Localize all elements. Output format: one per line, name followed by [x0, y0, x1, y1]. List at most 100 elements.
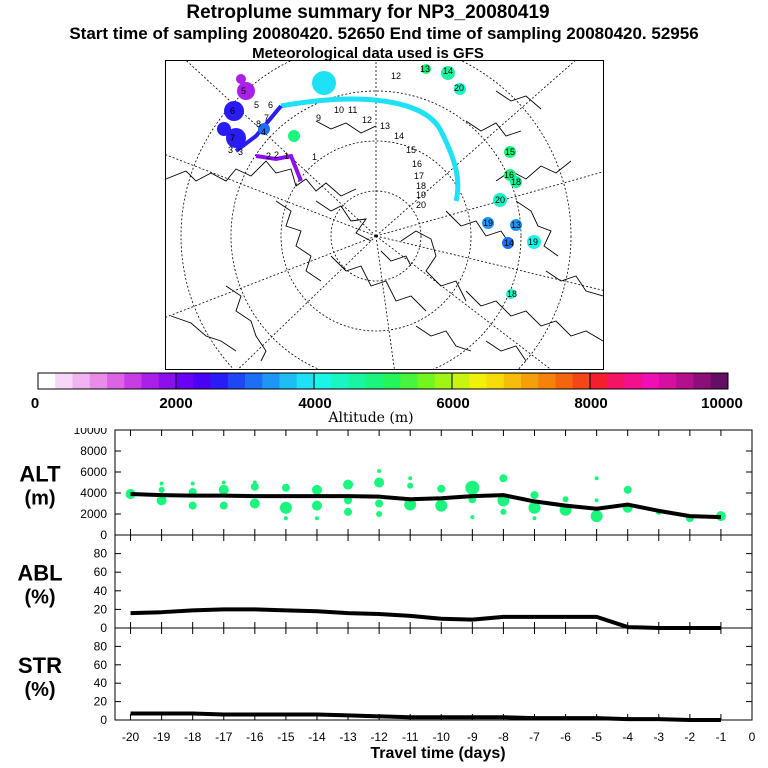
- plume-day-label: 3: [238, 147, 243, 157]
- scatter-point: [156, 495, 167, 506]
- colorbar-cell: [314, 373, 332, 389]
- particle-day-label: 15: [505, 147, 515, 157]
- plume-day-label: 15: [406, 145, 416, 155]
- y-tick-label: 20: [94, 602, 108, 616]
- particle-day-label: 18: [511, 177, 521, 187]
- particle-day-label: 12: [391, 71, 401, 81]
- y-tick-label: 60: [94, 658, 108, 672]
- plume-day-label: 5: [254, 100, 259, 110]
- plume-day-labels: 1 2 3 4 5 6 7 8 9 10 11 12 13 14 15 16 1…: [238, 100, 426, 210]
- x-tick-label: -19: [153, 730, 171, 744]
- x-tick-label: -4: [622, 730, 633, 744]
- scatter-point: [465, 480, 480, 495]
- colorbar-cell: [503, 373, 522, 389]
- page-title: Retroplume summary for NP3_20080419: [186, 2, 550, 23]
- series-line: [130, 711, 721, 722]
- colorbar-cell: [521, 373, 539, 389]
- colorbar-cell: [279, 373, 298, 389]
- scatter-point: [188, 501, 197, 510]
- x-tick-label: -14: [308, 730, 326, 744]
- x-tick-label: -3: [653, 730, 664, 744]
- scatter-point: [408, 476, 413, 481]
- scatter-point: [376, 511, 383, 517]
- scatter-point: [407, 482, 414, 489]
- particle-day-label: 18: [507, 289, 517, 299]
- scatter-point: [283, 516, 288, 521]
- panel-frame: [114, 429, 753, 536]
- colorbar-cell: [107, 373, 125, 389]
- colorbar-cell: [245, 373, 263, 389]
- particle-day-label: 19: [483, 218, 493, 228]
- plume-day-label: 18: [416, 181, 426, 191]
- scatter-point: [470, 515, 475, 520]
- x-tick-label: -7: [529, 730, 540, 744]
- scatter-point: [594, 476, 599, 481]
- meteorological-data-note: Meteorological data used is GFS: [252, 45, 484, 62]
- scatter-point: [623, 485, 632, 494]
- scatter-point: [377, 468, 382, 473]
- y-tick-label: 0: [100, 528, 107, 542]
- scatter-point: [221, 480, 226, 485]
- scatter-point: [404, 498, 417, 511]
- y-tick-label: 2000: [80, 507, 107, 521]
- colorbar-cell: [400, 373, 418, 389]
- particle-day-label: 20: [454, 83, 464, 93]
- particle-day-labels: 13 14 20 15 16 18 20 19 13 14 19 18 12 6…: [228, 64, 538, 299]
- particle-day-label: 3: [228, 145, 233, 155]
- scatter-point: [250, 482, 259, 491]
- scatter-point: [125, 489, 136, 500]
- colorbar-cell: [659, 373, 677, 389]
- colorbar-cell: [538, 373, 556, 389]
- sampling-times: Start time of sampling 20080420. 52650 E…: [69, 24, 699, 43]
- colorbar-cell: [710, 373, 729, 389]
- colorbar-cell: [434, 373, 453, 389]
- travel-time-axis: -20 -19 -18 -17 -16 -15 -14 -13 -12 -11 -10 -9 -8 -7-…: [122, 730, 756, 762]
- colorbar-cell: [452, 373, 470, 389]
- x-tick-label: -8: [498, 730, 509, 744]
- scatter-point: [279, 501, 292, 514]
- plume-day-label: 4: [261, 127, 266, 137]
- panel-frame: [114, 534, 753, 629]
- series-line: [130, 492, 721, 520]
- scatter-point: [314, 516, 319, 521]
- x-tick-label: -17: [215, 730, 233, 744]
- plume-day-label: 12: [362, 115, 372, 125]
- colorbar-tick-label: 8000: [574, 395, 607, 412]
- scatter-point: [532, 516, 537, 521]
- particle-day-label: 7: [230, 133, 235, 143]
- panel-title: ALT: [19, 462, 61, 487]
- scatter-point: [219, 501, 228, 510]
- x-tick-label: -1: [716, 730, 727, 744]
- x-tick-label: -15: [277, 730, 295, 744]
- scatter-point: [311, 484, 322, 495]
- polar-map-graphic: 1 2 3 4 5 6 7 8 9 10 11 12 13 14 15 16 1…: [166, 61, 603, 369]
- plume-day-label: 2: [274, 150, 279, 160]
- colorbar-cell: [624, 373, 643, 389]
- panel-title: STR: [18, 653, 62, 678]
- x-tick-label: -6: [560, 730, 571, 744]
- plume-day-label: 9: [316, 113, 321, 123]
- colorbar-cell: [641, 373, 660, 389]
- colorbar-tick-label: 10000: [701, 395, 743, 412]
- colorbar-cell: [383, 373, 401, 389]
- particle-day-label: 14: [443, 66, 453, 76]
- abl-panel: 0 20 40 60 80 ABL(%): [17, 534, 753, 635]
- scatter-point: [344, 507, 353, 516]
- panel-frame: [114, 627, 753, 721]
- scatter-point: [343, 479, 354, 490]
- scatter-point: [374, 477, 385, 488]
- scatter-point: [375, 499, 384, 508]
- x-tick-label: -10: [433, 730, 451, 744]
- plume-day-label: 8: [256, 119, 261, 129]
- y-tick-label: 80: [94, 547, 108, 561]
- scatter-point: [344, 496, 353, 505]
- x-tick-label: -20: [122, 730, 140, 744]
- y-tick-label: 6000: [80, 465, 107, 479]
- y-tick-label: 0: [100, 621, 107, 635]
- altitude-panel: 0 2000 4000 6000 8000 10000 ALT(m): [19, 428, 753, 542]
- particle-day-label: 16: [504, 170, 514, 180]
- x-axis-label: Travel time (days): [370, 745, 505, 762]
- x-tick-label: -18: [184, 730, 202, 744]
- particle-day-label: 13: [420, 64, 430, 74]
- particle-day-label: 1: [312, 152, 317, 162]
